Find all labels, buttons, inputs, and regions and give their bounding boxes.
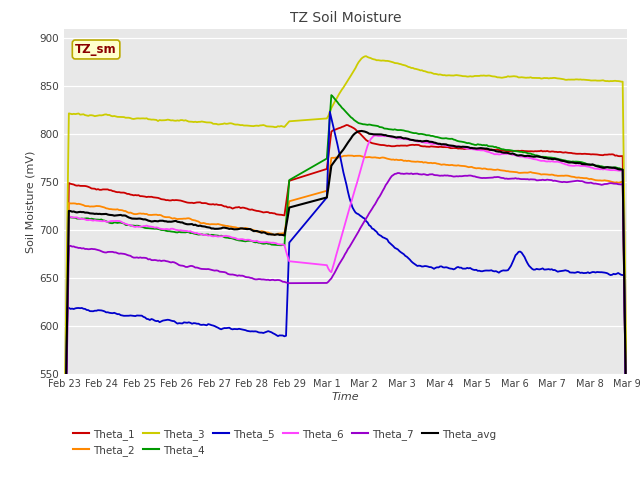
- Title: TZ Soil Moisture: TZ Soil Moisture: [290, 11, 401, 25]
- Y-axis label: Soil Moisture (mV): Soil Moisture (mV): [25, 150, 35, 253]
- X-axis label: Time: Time: [332, 392, 360, 402]
- Legend: Theta_1, Theta_2, Theta_3, Theta_4, Theta_5, Theta_6, Theta_7, Theta_avg: Theta_1, Theta_2, Theta_3, Theta_4, Thet…: [69, 424, 500, 460]
- Text: TZ_sm: TZ_sm: [76, 43, 117, 56]
